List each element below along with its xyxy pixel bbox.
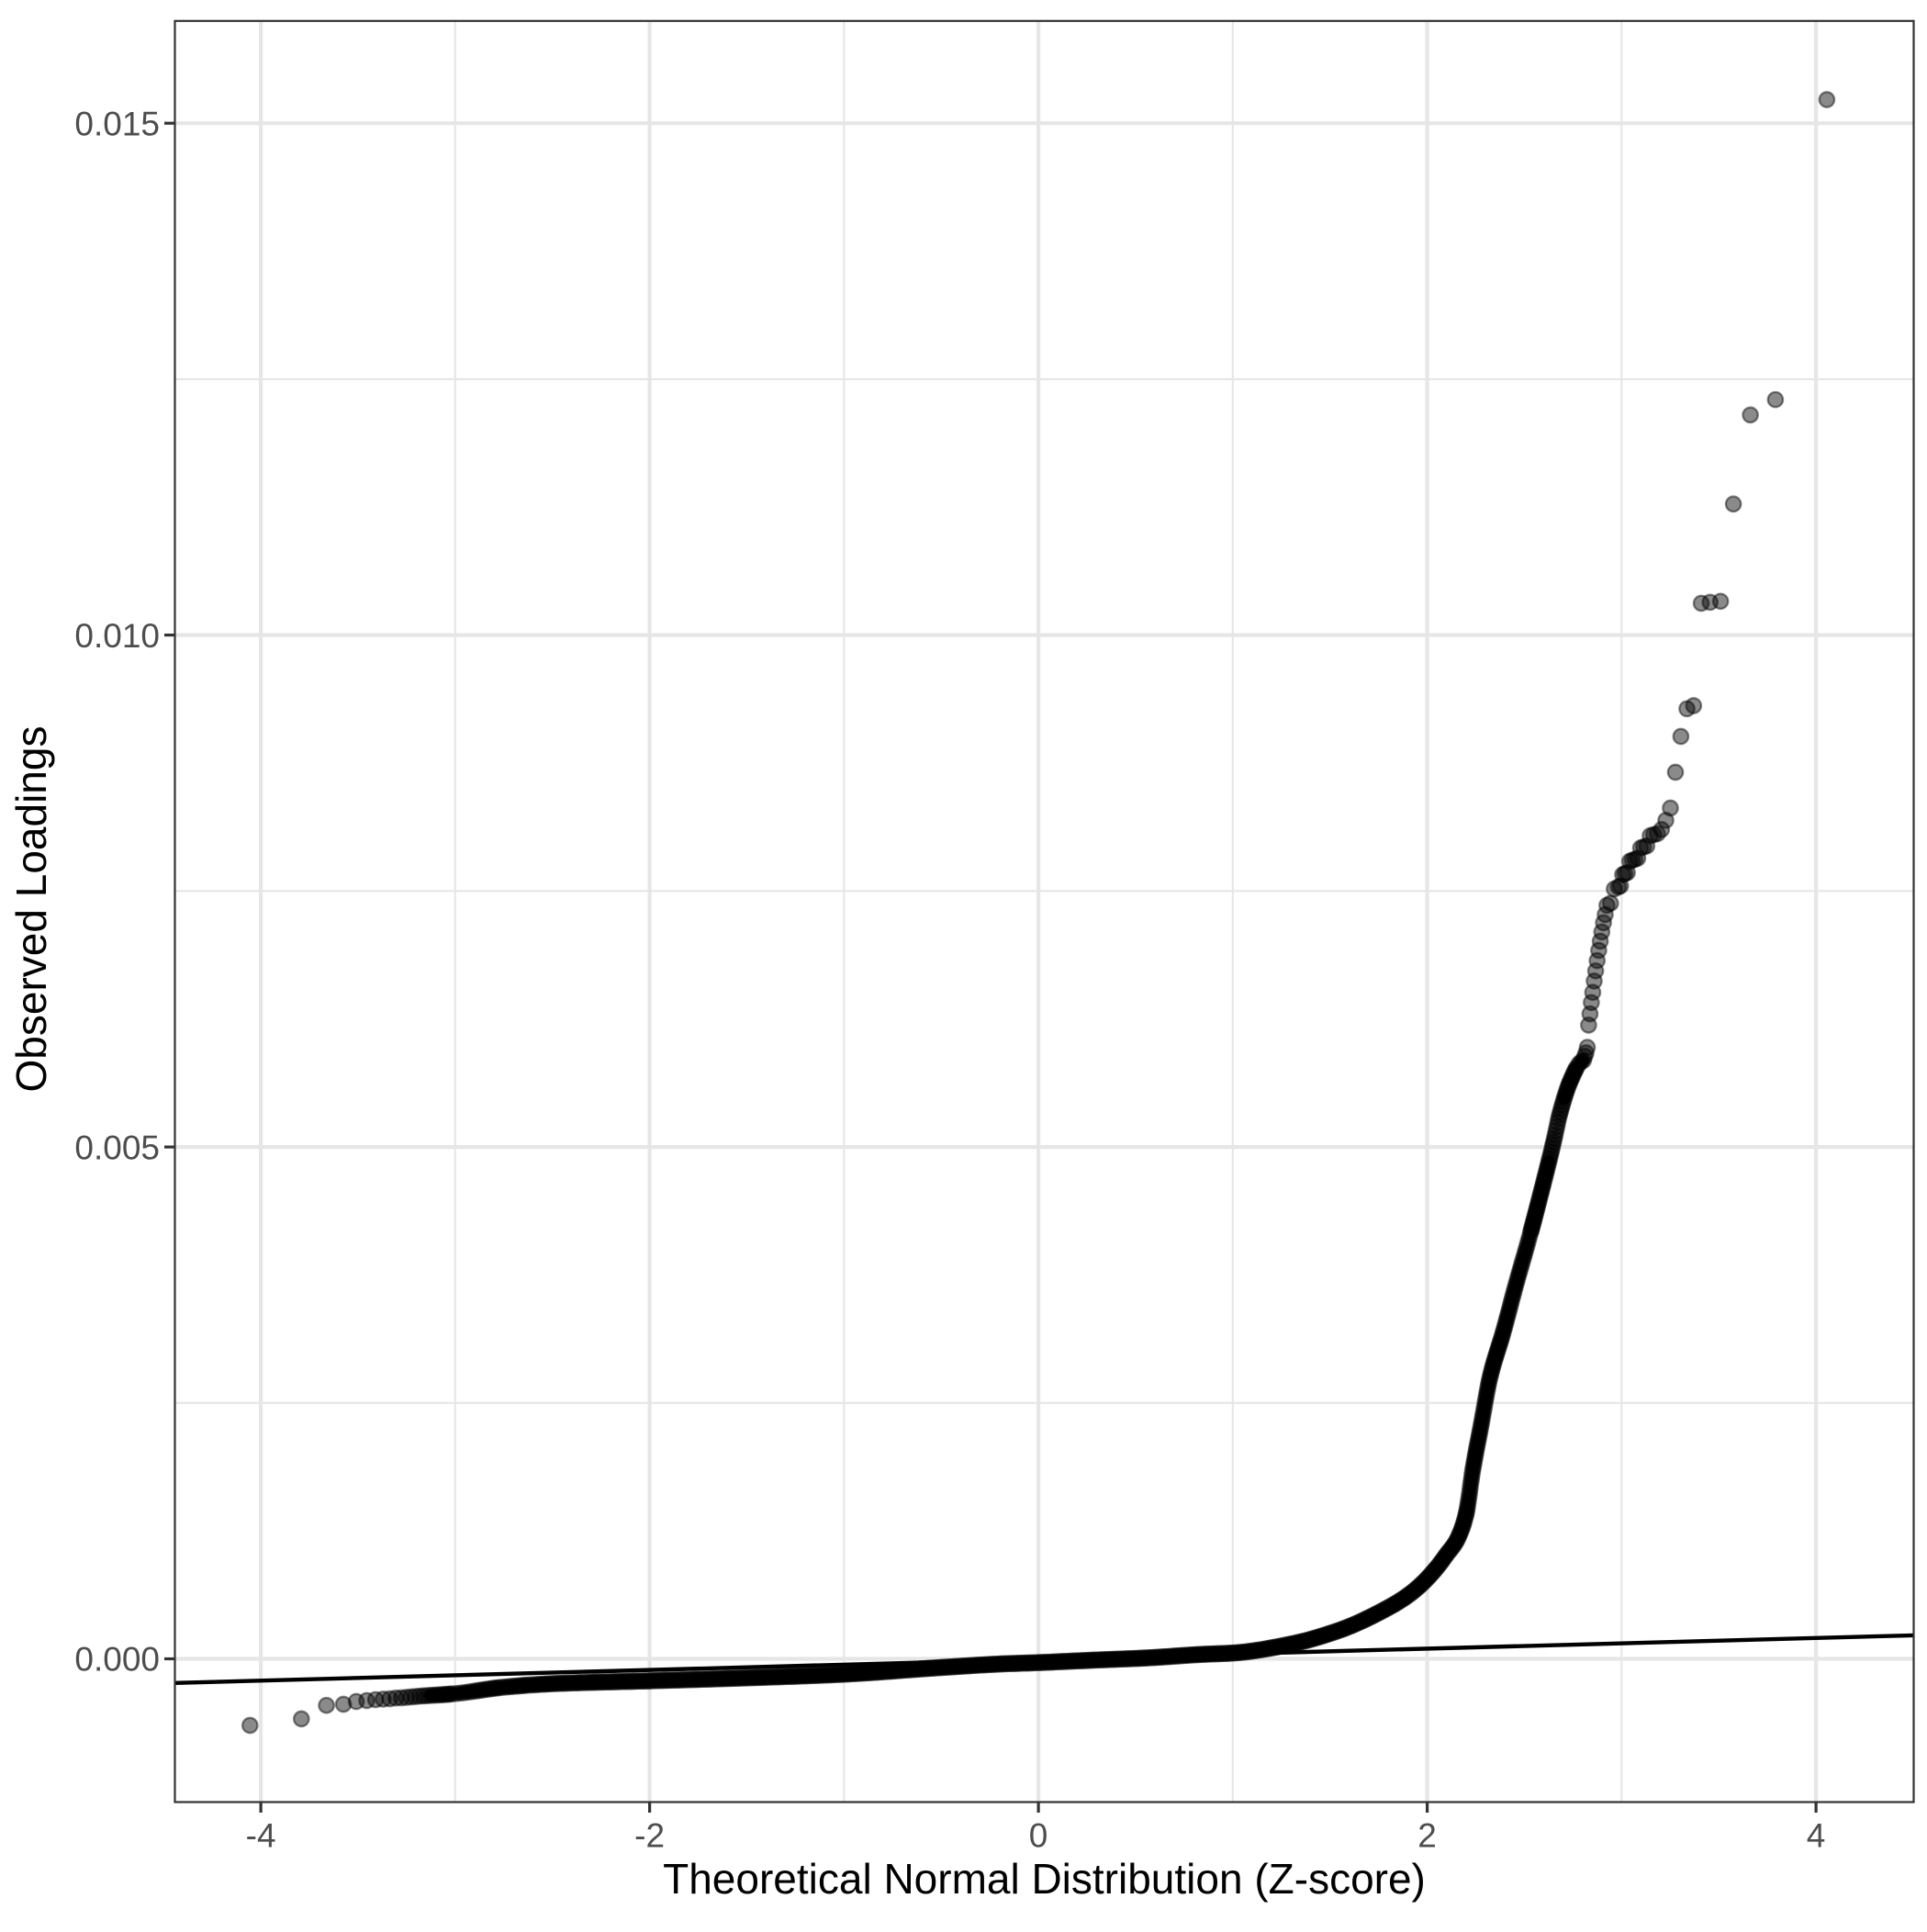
svg-text:0.015: 0.015 — [74, 105, 160, 142]
svg-text:4: 4 — [1807, 1817, 1826, 1855]
svg-text:0.000: 0.000 — [74, 1641, 160, 1679]
svg-text:0: 0 — [1029, 1817, 1048, 1855]
svg-text:-2: -2 — [634, 1817, 665, 1855]
svg-text:2: 2 — [1417, 1817, 1437, 1855]
svg-text:Theoretical Normal Distributio: Theoretical Normal Distribution (Z-score… — [663, 1855, 1426, 1903]
svg-text:0.010: 0.010 — [74, 617, 160, 655]
svg-text:-4: -4 — [246, 1817, 276, 1855]
svg-text:0.005: 0.005 — [74, 1129, 160, 1166]
svg-text:Observed Loadings: Observed Loadings — [7, 726, 55, 1093]
